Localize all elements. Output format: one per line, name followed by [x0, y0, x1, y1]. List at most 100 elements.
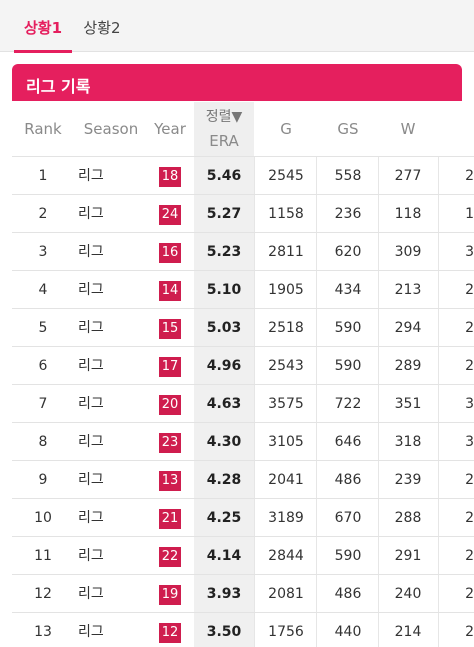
table-row: 10 리그 21 4.25 3189 670 288 2	[12, 498, 474, 536]
season-cell: 리그	[78, 624, 104, 640]
era-cell: 4.63	[206, 396, 242, 412]
w-cell: 318	[394, 434, 422, 450]
g-cell: 2041	[268, 472, 304, 488]
season-cell: 리그	[78, 358, 104, 374]
gs-cell: 722	[334, 396, 362, 412]
column-divider	[438, 156, 439, 647]
w-cell: 277	[394, 168, 422, 184]
season-cell: 리그	[78, 548, 104, 564]
season-cell: 리그	[78, 244, 104, 260]
section-title: 리그 기록	[26, 77, 91, 96]
gs-cell: 620	[334, 244, 362, 260]
year-cell: 21	[158, 499, 182, 537]
year-cell: 14	[158, 271, 182, 309]
table-row: 5 리그 15 5.03 2518 590 294 2	[12, 308, 474, 346]
table-row: 8 리그 23 4.30 3105 646 318 3	[12, 422, 474, 460]
w-cell: 291	[394, 548, 422, 564]
column-header-w[interactable]: W	[400, 120, 416, 138]
rank-cell: 1	[38, 168, 48, 184]
season-cell: 리그	[78, 206, 104, 222]
gs-cell: 486	[334, 472, 362, 488]
year-cell: 23	[158, 423, 182, 461]
column-header-year[interactable]: Year	[154, 120, 186, 138]
tab-situation-2[interactable]: 상황2	[83, 19, 121, 37]
year-badge: 12	[159, 623, 181, 643]
extra-cell: 2	[465, 624, 474, 640]
gs-cell: 670	[334, 510, 362, 526]
era-cell: 5.23	[206, 244, 242, 260]
column-header-gs[interactable]: GS	[337, 120, 359, 138]
tab-situation-1[interactable]: 상황1	[14, 0, 72, 53]
extra-cell: 3	[465, 396, 474, 412]
year-cell: 17	[158, 347, 182, 385]
rank-cell: 10	[34, 510, 52, 526]
gs-cell: 558	[334, 168, 362, 184]
season-cell: 리그	[78, 586, 104, 602]
gs-cell: 646	[334, 434, 362, 450]
column-divider	[254, 156, 255, 647]
w-cell: 289	[394, 358, 422, 374]
rank-cell: 9	[38, 472, 48, 488]
table-row: 13 리그 12 3.50 1756 440 214 2	[12, 612, 474, 647]
g-cell: 1756	[268, 624, 304, 640]
year-badge: 23	[159, 433, 181, 453]
season-cell: 리그	[78, 320, 104, 336]
season-cell: 리그	[78, 472, 104, 488]
year-badge: 17	[159, 357, 181, 377]
era-cell: 4.14	[206, 548, 242, 564]
g-cell: 2518	[268, 320, 304, 336]
season-cell: 리그	[78, 282, 104, 298]
year-badge: 16	[159, 243, 181, 263]
gs-cell: 236	[334, 206, 362, 222]
era-cell: 5.46	[206, 168, 242, 184]
extra-cell: 2	[465, 282, 474, 298]
era-cell: 3.93	[206, 586, 242, 602]
column-header-g[interactable]: G	[280, 120, 292, 138]
extra-cell: 3	[465, 244, 474, 260]
g-cell: 2543	[268, 358, 304, 374]
g-cell: 3189	[268, 510, 304, 526]
gs-cell: 590	[334, 320, 362, 336]
sort-label[interactable]: 정렬▼	[205, 109, 243, 125]
year-badge: 22	[159, 547, 181, 567]
w-cell: 309	[394, 244, 422, 260]
gs-cell: 440	[334, 624, 362, 640]
rank-cell: 13	[34, 624, 52, 640]
table-row: 7 리그 20 4.63 3575 722 351 3	[12, 384, 474, 422]
rank-cell: 4	[38, 282, 48, 298]
gs-cell: 590	[334, 358, 362, 374]
year-cell: 22	[158, 537, 182, 575]
w-cell: 239	[394, 472, 422, 488]
column-header-era[interactable]: ERA	[209, 132, 239, 150]
extra-cell: 1	[465, 206, 474, 222]
extra-cell: 2	[465, 168, 474, 184]
table-row: 1 리그 18 5.46 2545 558 277 2	[12, 156, 474, 194]
year-cell: 18	[158, 157, 182, 195]
g-cell: 2844	[268, 548, 304, 564]
column-divider	[316, 156, 317, 647]
rank-cell: 6	[38, 358, 48, 374]
year-badge: 14	[159, 281, 181, 301]
era-sort-header[interactable]: 정렬▼ ERA	[194, 102, 254, 156]
g-cell: 3105	[268, 434, 304, 450]
column-header-rank[interactable]: Rank	[24, 120, 62, 138]
table-row: 9 리그 13 4.28 2041 486 239 2	[12, 460, 474, 498]
w-cell: 213	[394, 282, 422, 298]
w-cell: 288	[394, 510, 422, 526]
season-cell: 리그	[78, 510, 104, 526]
extra-cell: 2	[465, 548, 474, 564]
g-cell: 2545	[268, 168, 304, 184]
era-cell: 3.50	[206, 624, 242, 640]
year-badge: 20	[159, 395, 181, 415]
era-cell: 5.27	[206, 206, 242, 222]
year-cell: 24	[158, 195, 182, 233]
year-cell: 12	[158, 613, 182, 647]
column-header-season[interactable]: Season	[83, 120, 139, 138]
era-cell: 4.96	[206, 358, 242, 374]
season-cell: 리그	[78, 434, 104, 450]
w-cell: 351	[394, 396, 422, 412]
year-badge: 18	[159, 167, 181, 187]
table-row: 12 리그 19 3.93 2081 486 240 2	[12, 574, 474, 612]
year-cell: 20	[158, 385, 182, 423]
section-header: 리그 기록	[12, 64, 462, 101]
